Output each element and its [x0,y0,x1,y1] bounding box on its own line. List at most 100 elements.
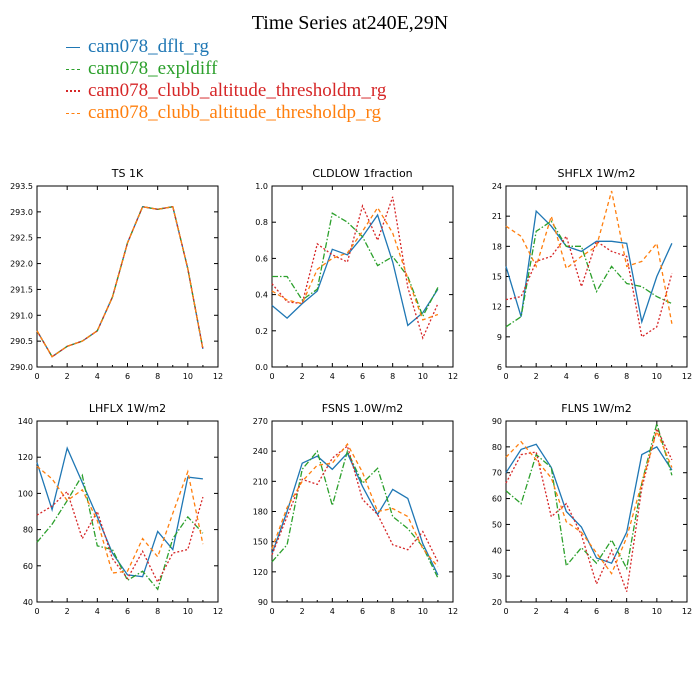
series-line-2-2 [505,234,673,338]
x-tick-label-1-5: 10 [418,372,428,381]
series-line-4-1 [271,449,439,579]
y-tick-label-2-1: 9 [497,333,502,342]
x-tick-label-3-0: 0 [34,607,39,616]
legend-swatch-expldiff [66,68,80,70]
x-tick-label-0-3: 6 [125,372,130,381]
figure-title: Time Series at240E,29N [251,12,449,34]
series-line-1-2 [271,196,439,340]
chart-title-4: FSNS 1.0W/m2 [322,402,404,415]
y-tick-label-4-2: 150 [253,538,268,547]
plot-frame-4 [271,420,454,603]
legend-item-thresholdp: cam078_clubb_altitude_thresholdp_rg [66,102,386,124]
x-tick-label-2-5: 10 [652,372,662,381]
series-line-5-0 [505,443,673,565]
y-tick-label-0-0: 290.0 [10,363,33,372]
legend-label-thresholdp: cam078_clubb_altitude_thresholdp_rg [88,102,382,123]
x-tick-label-3-5: 10 [183,607,193,616]
y-tick-label-0-5: 292.5 [10,234,33,243]
legend-swatch-dflt [66,46,80,48]
legend-swatch-thresholdp [66,112,80,114]
x-tick-label-3-4: 8 [155,607,160,616]
x-tick-label-1-3: 6 [360,372,365,381]
x-tick-label-4-4: 8 [390,607,395,616]
series-line-4-2 [271,444,439,563]
y-tick-label-5-7: 90 [492,417,502,426]
x-tick-label-1-6: 12 [448,372,458,381]
y-tick-label-2-6: 24 [492,182,502,191]
chart-title-1: CLDLOW 1fraction [312,167,412,180]
y-tick-label-0-4: 292.0 [10,260,33,269]
x-tick-label-2-3: 6 [594,372,599,381]
x-tick-label-3-3: 6 [125,607,130,616]
legend-label-dflt: cam078_dflt_rg [88,36,210,57]
series-line-5-1 [505,421,673,571]
series-line-5-3 [505,429,673,575]
legend-item-thresholdm: cam078_clubb_altitude_thresholdm_rg [66,80,386,102]
x-tick-label-5-3: 6 [594,607,599,616]
y-tick-label-3-4: 120 [18,453,33,462]
y-tick-label-2-0: 6 [497,363,502,372]
y-tick-label-3-0: 40 [23,598,33,607]
x-tick-label-4-0: 0 [269,607,274,616]
series-line-2-3 [505,190,673,324]
x-tick-label-4-2: 4 [330,607,335,616]
y-tick-label-0-1: 290.5 [10,337,33,346]
series-line-2-0 [505,209,673,325]
series-line-4-3 [271,442,439,568]
x-tick-label-3-1: 2 [65,607,70,616]
legend-label-thresholdm: cam078_clubb_altitude_thresholdm_rg [88,80,387,101]
y-tick-label-4-4: 210 [253,477,268,486]
x-tick-label-0-1: 2 [65,372,70,381]
y-tick-label-4-1: 120 [253,568,268,577]
x-tick-label-5-5: 10 [652,607,662,616]
x-tick-label-1-0: 0 [269,372,274,381]
legend: cam078_dflt_rg cam078_expldiff cam078_cl… [66,36,386,124]
x-tick-label-1-4: 8 [390,372,395,381]
x-tick-label-4-6: 12 [448,607,458,616]
y-tick-label-0-7: 293.5 [10,182,33,191]
x-tick-label-0-4: 8 [155,372,160,381]
legend-item-dflt: cam078_dflt_rg [66,36,386,58]
chart-title-3: LHFLX 1W/m2 [89,402,166,415]
x-tick-label-3-6: 12 [213,607,223,616]
x-tick-label-5-2: 4 [564,607,569,616]
y-tick-label-1-3: 0.6 [255,254,268,263]
y-tick-label-3-2: 80 [23,526,33,535]
y-tick-label-0-3: 291.5 [10,285,33,294]
series-line-3-1 [36,473,204,591]
y-tick-label-1-2: 0.4 [255,291,268,300]
x-tick-label-0-0: 0 [34,372,39,381]
y-tick-label-5-2: 40 [492,546,502,555]
legend-swatch-thresholdm [66,90,80,92]
x-tick-label-2-2: 4 [564,372,569,381]
chart-panel-3: LHFLX 1W/m2 0 2 4 6 8 10 12 40 60 80 100 120 140 [18,402,223,616]
legend-label-expldiff: cam078_expldiff [88,58,218,79]
y-tick-label-2-5: 21 [492,212,502,221]
x-tick-label-5-0: 0 [503,607,508,616]
chart-title-2: SHFLX 1W/m2 [557,167,635,180]
plot-frame-0 [36,185,219,368]
y-tick-label-5-6: 80 [492,443,502,452]
series-line-3-2 [36,490,204,584]
x-tick-label-5-1: 2 [534,607,539,616]
y-tick-label-5-3: 50 [492,520,502,529]
series-line-1-3 [271,206,439,321]
y-tick-label-0-2: 291.0 [10,311,33,320]
x-tick-label-2-1: 2 [534,372,539,381]
y-tick-label-5-1: 30 [492,572,502,581]
x-tick-label-5-4: 8 [624,607,629,616]
series-line-3-3 [36,465,204,574]
series-line-5-2 [505,426,673,592]
y-tick-label-5-4: 60 [492,495,502,504]
series-line-1-1 [272,212,439,318]
chart-panel-4: FSNS 1.0W/m2 0 2 4 6 8 10 12 90 120 150 180 210 240 27… [253,402,458,616]
plot-frame-5 [505,420,688,603]
x-tick-label-4-5: 10 [418,607,428,616]
y-tick-label-0-6: 293.0 [10,208,33,217]
y-tick-label-3-5: 140 [18,417,33,426]
y-tick-label-4-3: 180 [253,508,268,517]
chart-title-5: FLNS 1W/m2 [561,402,631,415]
y-tick-label-1-0: 0.0 [255,363,268,372]
series-line-0-3 [36,205,204,358]
